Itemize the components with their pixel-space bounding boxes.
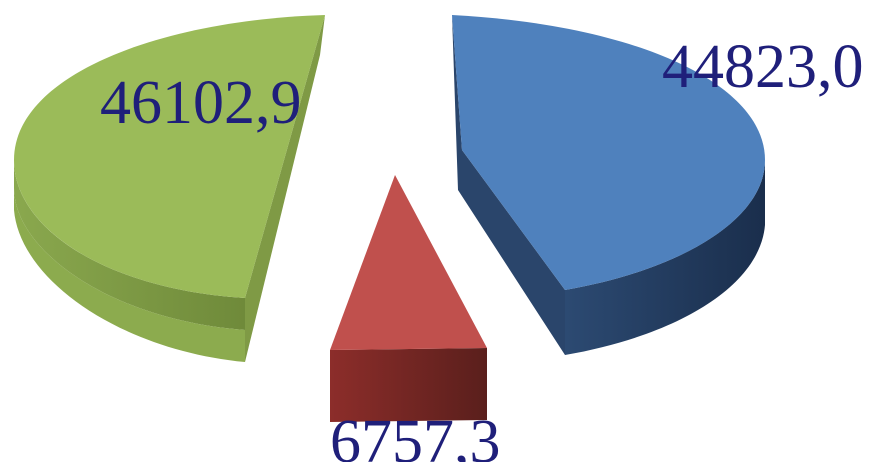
pie-slice-red [330,175,487,422]
pie-slice-red-side [330,348,487,422]
pie-slice-blue-wall [452,15,565,355]
data-label-green: 46102,9 [100,69,302,137]
pie-slice-green-wall [245,15,325,362]
pie-slice-green-edge [14,160,245,362]
pie-slice-blue-side [565,160,765,355]
pie-slice-red-top [330,175,487,350]
pie-slice-blue [452,15,765,355]
data-label-red: 6757,3 [330,408,501,462]
pie-slice-green [14,15,325,362]
pie-slice-green-top [14,15,325,298]
pie-slice-green-side [14,160,245,330]
pie-slice-blue-top [452,15,765,290]
data-label-blue: 44823,0 [662,33,864,101]
